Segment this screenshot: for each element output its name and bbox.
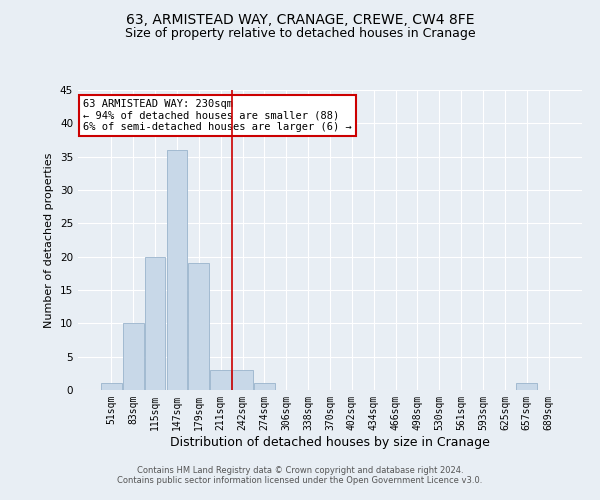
Bar (145, 256, 166, 390)
Text: 63 ARMISTEAD WAY: 230sqm
← 94% of detached houses are smaller (88)
6% of semi-de: 63 ARMISTEAD WAY: 230sqm ← 94% of detach… (83, 99, 352, 132)
Text: 63, ARMISTEAD WAY, CRANAGE, CREWE, CW4 8FE: 63, ARMISTEAD WAY, CRANAGE, CREWE, CW4 8… (126, 12, 474, 26)
Bar (101, 384, 122, 390)
Bar (517, 384, 537, 390)
Bar (188, 264, 209, 390)
Text: Size of property relative to detached houses in Cranage: Size of property relative to detached ho… (125, 28, 475, 40)
Bar (232, 370, 253, 390)
Bar (123, 324, 143, 390)
Bar (167, 150, 187, 390)
Bar (254, 384, 275, 390)
Y-axis label: Number of detached properties: Number of detached properties (44, 152, 55, 328)
X-axis label: Distribution of detached houses by size in Cranage: Distribution of detached houses by size … (170, 436, 490, 448)
Bar (210, 370, 231, 390)
Text: Contains HM Land Registry data © Crown copyright and database right 2024.
Contai: Contains HM Land Registry data © Crown c… (118, 466, 482, 485)
